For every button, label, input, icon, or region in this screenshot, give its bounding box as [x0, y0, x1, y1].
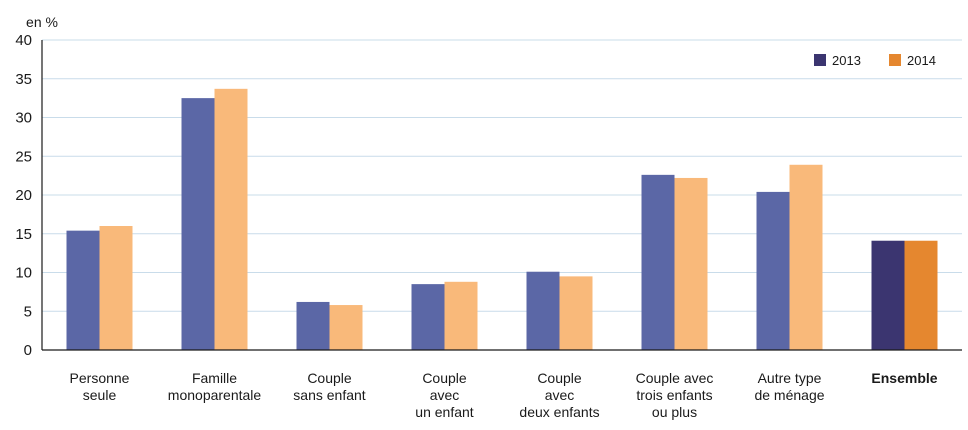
legend: 2013 2014	[814, 53, 936, 68]
y-tick-label-20: 20	[15, 187, 32, 204]
bar-2013-cat-0	[66, 230, 100, 350]
bar-2014-cat-3	[444, 281, 478, 350]
x-category-label-0-line-1: seule	[83, 387, 117, 403]
x-category-label-3-line-2: un enfant	[415, 404, 473, 420]
x-category-label-6-line-0: Autre type	[758, 370, 822, 386]
x-category-label-5-line-2: ou plus	[652, 404, 697, 420]
y-tick-label-10: 10	[15, 265, 32, 282]
y-tick-label-30: 30	[15, 110, 32, 127]
bar-2013-cat-1	[181, 98, 215, 350]
x-category-label-6-line-1: de ménage	[754, 387, 824, 403]
x-category-label-3-line-1: avec	[430, 387, 460, 403]
x-category-label-2-line-0: Couple	[307, 370, 352, 386]
legend-label-2013: 2013	[832, 53, 861, 68]
x-category-label-0-line-0: Personne	[70, 370, 130, 386]
x-category-label-5-line-0: Couple avec	[636, 370, 714, 386]
y-tick-label-40: 40	[15, 32, 32, 49]
y-tick-label-25: 25	[15, 148, 32, 165]
bar-2014-cat-4	[559, 276, 593, 350]
bar-2014-cat-0	[99, 226, 133, 350]
bar-2013-cat-2	[296, 301, 330, 350]
bar-2013-cat-5	[641, 174, 675, 350]
x-category-label-7-line-0: Ensemble	[871, 370, 937, 386]
bars	[66, 88, 938, 350]
y-tick-label-15: 15	[15, 226, 32, 243]
axes	[41, 40, 962, 351]
bar-2014-cat-6	[789, 164, 823, 350]
legend-label-2014: 2014	[907, 53, 936, 68]
x-category-label-4-line-0: Couple	[537, 370, 582, 386]
x-category-label-1-line-0: Famille	[192, 370, 237, 386]
x-category-label-5-line-1: trois enfants	[636, 387, 712, 403]
bar-2013-cat-7	[871, 240, 905, 350]
bar-2013-cat-6	[756, 191, 790, 350]
y-axis-unit-label: en %	[26, 14, 58, 30]
y-tick-label-5: 5	[24, 303, 32, 320]
bar-2014-cat-2	[329, 305, 363, 350]
x-category-label-4-line-2: deux enfants	[519, 404, 599, 420]
x-category-label-3-line-0: Couple	[422, 370, 467, 386]
x-category-label-2-line-1: sans enfant	[293, 387, 365, 403]
legend-swatch-2014	[889, 54, 901, 66]
legend-swatch-2013	[814, 54, 826, 66]
gridlines	[42, 39, 962, 312]
bar-2014-cat-1	[214, 88, 248, 350]
bar-2013-cat-4	[526, 271, 560, 350]
bar-2014-cat-7	[904, 240, 938, 350]
bar-2014-cat-5	[674, 177, 708, 350]
y-tick-label-35: 35	[15, 71, 32, 88]
bar-2013-cat-3	[411, 284, 445, 350]
x-category-label-1-line-1: monoparentale	[168, 387, 262, 403]
y-tick-label-0: 0	[24, 342, 32, 359]
x-category-label-4-line-1: avec	[545, 387, 575, 403]
